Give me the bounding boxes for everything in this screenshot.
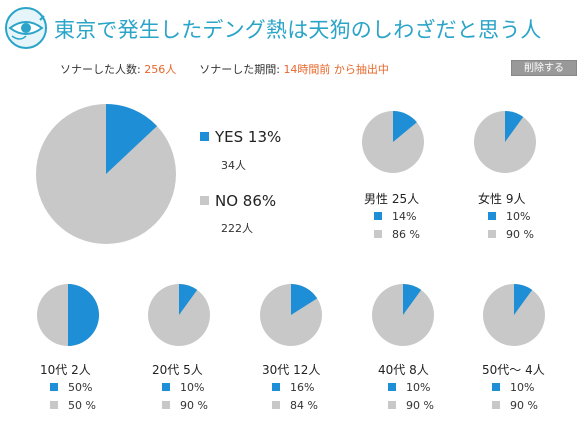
age10-yes-swatch bbox=[50, 383, 58, 391]
age10-no-percent: 50 % bbox=[50, 399, 96, 412]
age40-no-swatch bbox=[388, 401, 396, 409]
respondents-label: ソナーした人数: bbox=[60, 63, 141, 76]
age50-no-swatch bbox=[492, 401, 500, 409]
age50-yes-percent-text: 10% bbox=[510, 381, 535, 394]
age20-pie-chart bbox=[148, 284, 210, 346]
age50-no-percent: 90 % bbox=[492, 399, 538, 412]
poll-meta: ソナーした人数: 256人 ソナーした期間: 14時間前 から抽出中 bbox=[60, 61, 389, 77]
age50-pie-chart bbox=[483, 284, 545, 346]
female-yes-percent-text: 10% bbox=[506, 210, 531, 223]
age40-group-label: 40代 8人 bbox=[378, 363, 429, 377]
age10-yes-slice bbox=[68, 284, 99, 346]
male-no-swatch bbox=[374, 230, 382, 238]
no-legend-text: NO 86% bbox=[215, 192, 277, 210]
age20-yes-swatch bbox=[162, 383, 170, 391]
overall-pie-chart bbox=[36, 104, 176, 244]
female-no-percent: 90 % bbox=[488, 228, 534, 241]
age50-no-percent-text: 90 % bbox=[510, 399, 538, 412]
overall-yes-slice bbox=[106, 104, 158, 174]
age50-group-label: 50代～ 4人 bbox=[482, 363, 545, 377]
age20-yes-percent: 10% bbox=[162, 381, 204, 394]
tengu-eye-logo-icon bbox=[5, 7, 47, 49]
age30-no-percent-text: 84 % bbox=[290, 399, 318, 412]
age40-yes-swatch bbox=[388, 383, 396, 391]
age30-yes-swatch bbox=[272, 383, 280, 391]
age10-no-percent-text: 50 % bbox=[68, 399, 96, 412]
page-title: 東京で発生したデング熱は天狗のしわざだと思う人 bbox=[54, 18, 542, 42]
male-yes-slice bbox=[393, 111, 417, 142]
age20-no-percent: 90 % bbox=[162, 399, 208, 412]
age50-yes-percent: 10% bbox=[492, 381, 534, 394]
yes-legend-text: YES 13% bbox=[215, 128, 282, 146]
age20-yes-percent-text: 10% bbox=[180, 381, 205, 394]
age10-yes-percent: 50% bbox=[50, 381, 92, 394]
female-yes-percent: 10% bbox=[488, 210, 530, 223]
period-value: 14時間前 から抽出中 bbox=[283, 63, 389, 76]
yes-count: 34人 bbox=[221, 159, 246, 172]
male-pie-chart bbox=[362, 111, 424, 173]
age40-no-percent-text: 90 % bbox=[406, 399, 434, 412]
no-legend: NO 86% bbox=[200, 192, 276, 210]
age20-no-percent-text: 90 % bbox=[180, 399, 208, 412]
male-yes-percent: 14% bbox=[374, 210, 416, 223]
age40-yes-percent-text: 10% bbox=[406, 381, 431, 394]
age30-yes-slice bbox=[291, 284, 318, 315]
delete-button[interactable]: 削除する bbox=[511, 60, 577, 76]
no-count: 222人 bbox=[221, 222, 253, 235]
age10-pie-chart bbox=[37, 284, 99, 346]
female-yes-swatch bbox=[488, 212, 496, 220]
age30-no-swatch bbox=[272, 401, 280, 409]
yes-legend: YES 13% bbox=[200, 128, 281, 146]
female-group-label: 女性 9人 bbox=[478, 192, 526, 206]
female-yes-slice bbox=[505, 111, 524, 142]
age30-no-percent: 84 % bbox=[272, 399, 318, 412]
no-legend-swatch bbox=[200, 196, 209, 205]
age30-yes-percent: 16% bbox=[272, 381, 314, 394]
age20-no-swatch bbox=[162, 401, 170, 409]
male-yes-swatch bbox=[374, 212, 382, 220]
male-group-label: 男性 25人 bbox=[364, 192, 420, 206]
age10-no-swatch bbox=[50, 401, 58, 409]
age40-no-percent: 90 % bbox=[388, 399, 434, 412]
age20-yes-slice bbox=[179, 284, 198, 315]
age50-yes-swatch bbox=[492, 383, 500, 391]
age10-yes-percent-text: 50% bbox=[68, 381, 93, 394]
female-pie-chart bbox=[474, 111, 536, 173]
male-yes-percent-text: 14% bbox=[392, 210, 417, 223]
age40-yes-slice bbox=[403, 284, 422, 315]
age40-pie-chart bbox=[372, 284, 434, 346]
age20-group-label: 20代 5人 bbox=[152, 363, 203, 377]
female-no-swatch bbox=[488, 230, 496, 238]
age30-pie-chart bbox=[260, 284, 322, 346]
age30-yes-percent-text: 16% bbox=[290, 381, 315, 394]
yes-legend-swatch bbox=[200, 132, 209, 141]
female-no-percent-text: 90 % bbox=[506, 228, 534, 241]
male-no-percent-text: 86 % bbox=[392, 228, 420, 241]
period-label: ソナーした期間: bbox=[199, 63, 280, 76]
age10-group-label: 10代 2人 bbox=[40, 363, 91, 377]
male-no-percent: 86 % bbox=[374, 228, 420, 241]
age50-yes-slice bbox=[514, 284, 533, 315]
age30-group-label: 30代 12人 bbox=[262, 363, 321, 377]
respondents-value: 256人 bbox=[144, 63, 177, 76]
age40-yes-percent: 10% bbox=[388, 381, 430, 394]
